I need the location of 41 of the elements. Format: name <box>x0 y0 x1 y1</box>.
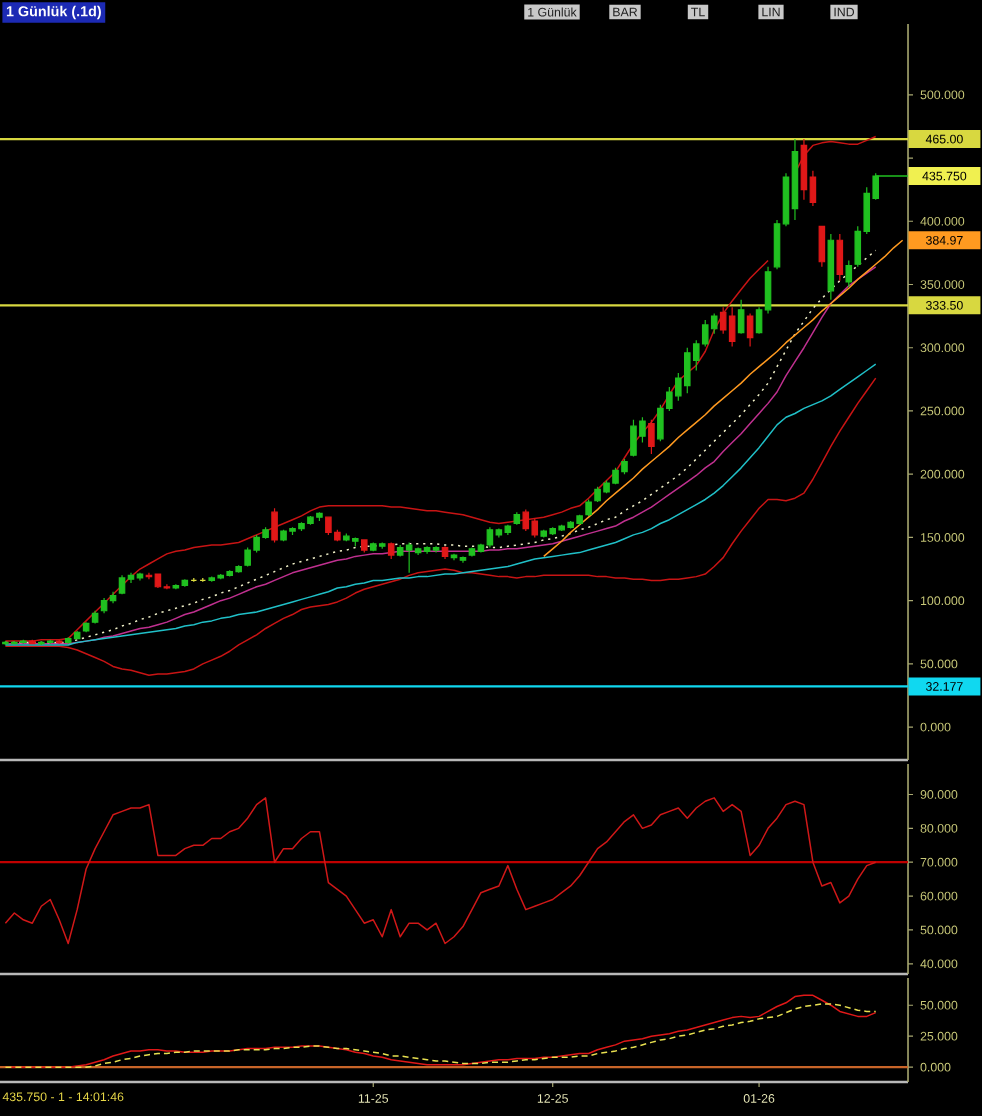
candlestick <box>441 545 449 560</box>
candlestick <box>728 306 736 348</box>
candlestick <box>827 233 835 301</box>
candlestick <box>208 576 216 583</box>
candlestick <box>145 572 153 580</box>
candlestick <box>513 511 521 526</box>
candlestick <box>540 529 548 539</box>
candlestick <box>791 138 799 221</box>
candlestick <box>405 541 413 574</box>
candlestick <box>845 259 853 288</box>
candlestick <box>818 225 826 268</box>
candlestick <box>378 541 386 550</box>
candlestick <box>55 639 63 645</box>
candlestick <box>82 621 90 633</box>
candlestick <box>504 524 512 536</box>
candlestick <box>360 539 368 554</box>
candlestick <box>468 546 476 557</box>
candlestick <box>91 610 99 625</box>
candlestick <box>486 526 494 549</box>
candlestick <box>450 553 458 561</box>
candlestick <box>271 507 278 544</box>
candlestick <box>432 545 440 554</box>
candlestick <box>522 509 530 532</box>
candlestick <box>172 583 180 590</box>
candlestick <box>118 574 126 595</box>
candlestick <box>746 312 754 348</box>
candlestick <box>181 578 189 588</box>
candlestick <box>387 541 395 560</box>
candlestick <box>29 639 36 645</box>
candlestick <box>423 545 431 555</box>
candlestick <box>800 138 808 201</box>
candlestick <box>836 233 844 282</box>
candlestick <box>46 639 54 645</box>
candlestick <box>737 299 745 335</box>
candlestick <box>648 419 655 455</box>
candlestick <box>73 630 81 640</box>
candlestick <box>154 573 162 589</box>
candlestick <box>100 597 108 614</box>
candlestick <box>585 498 592 517</box>
line-series <box>542 239 904 558</box>
candlestick <box>136 572 144 582</box>
